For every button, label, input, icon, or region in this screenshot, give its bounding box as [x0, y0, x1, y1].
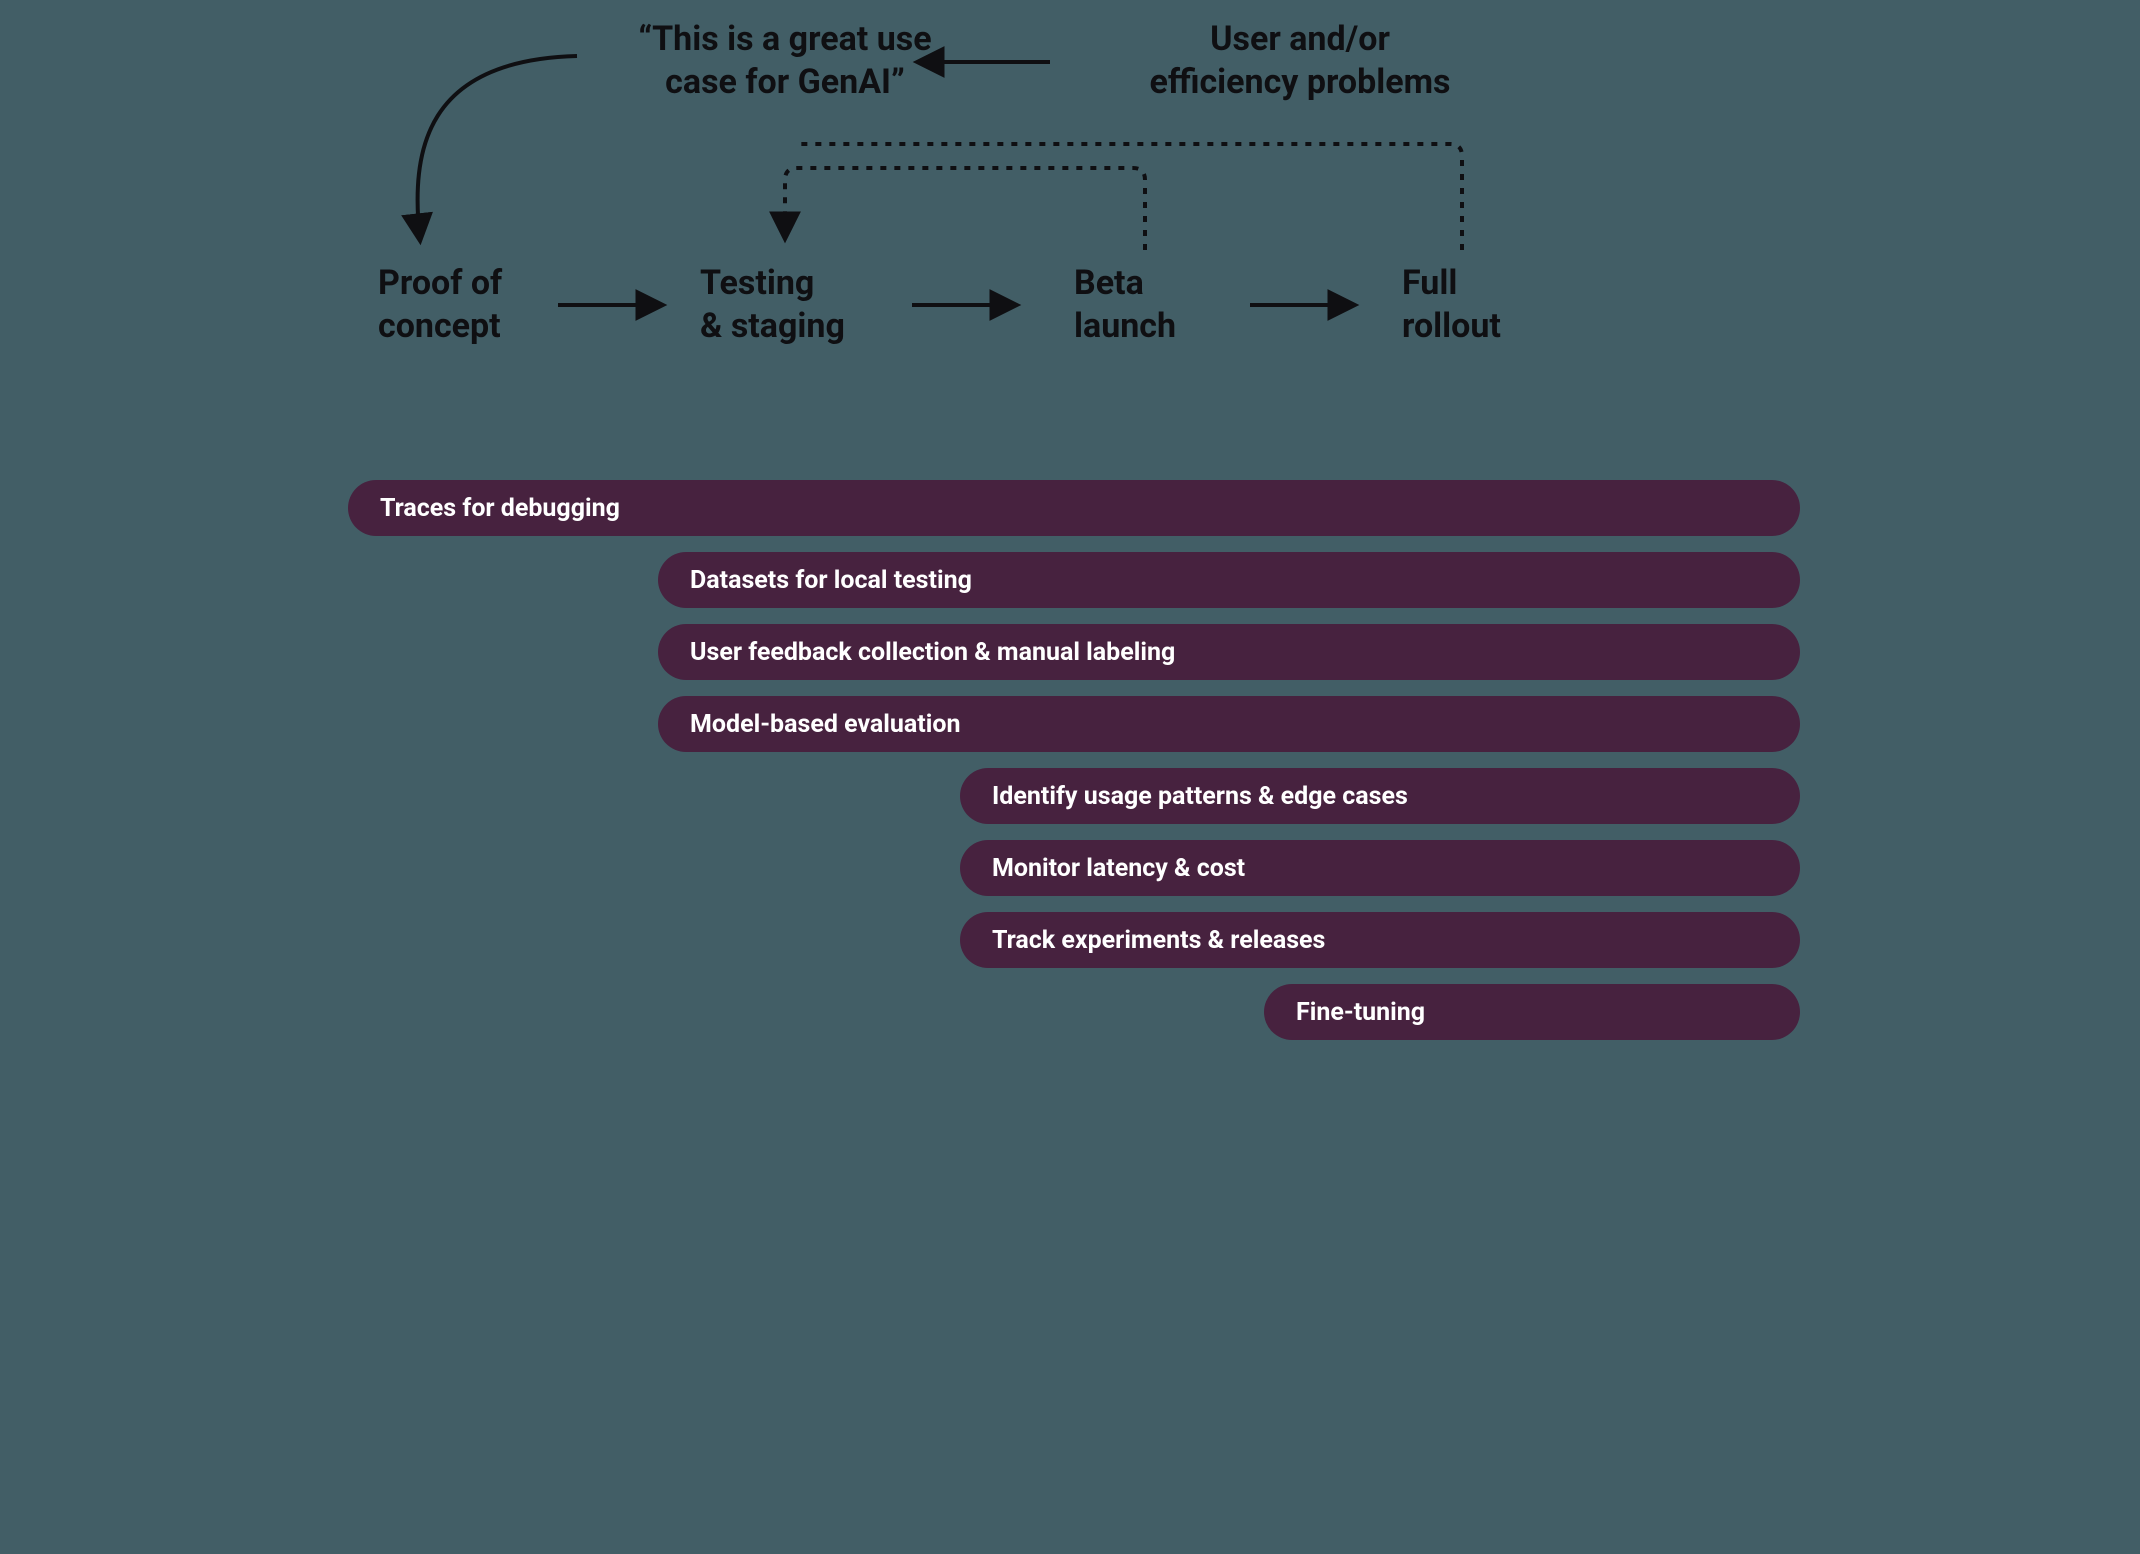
stage-beta-line1: Beta — [1074, 263, 1144, 303]
pill-traces: Traces for debugging — [348, 480, 1800, 536]
top-quote: “This is a great use case for GenAI” — [595, 18, 975, 103]
pill-label: User feedback collection & manual labeli… — [690, 638, 1175, 667]
pill-usage-patterns: Identify usage patterns & edge cases — [960, 768, 1800, 824]
stage-rollout-line1: Full — [1402, 263, 1457, 303]
pill-label: Fine-tuning — [1296, 998, 1425, 1027]
top-quote-line2: case for GenAI” — [665, 62, 905, 102]
pill-label: Model-based evaluation — [690, 710, 961, 739]
stage-poc-line2: concept — [378, 306, 501, 346]
stage-testing-line2: & staging — [700, 306, 845, 346]
pill-label: Datasets for local testing — [690, 566, 972, 595]
pill-user-feedback: User feedback collection & manual labeli… — [658, 624, 1800, 680]
pill-datasets: Datasets for local testing — [658, 552, 1800, 608]
top-problems-line2: efficiency problems — [1149, 62, 1450, 102]
stage-poc: Proof of concept — [378, 262, 502, 347]
pill-model-eval: Model-based evaluation — [658, 696, 1800, 752]
pill-track-experiments: Track experiments & releases — [960, 912, 1800, 968]
arrow-feedback-rollout-to-testing — [797, 144, 1462, 250]
pill-monitor-latency: Monitor latency & cost — [960, 840, 1800, 896]
stage-testing: Testing & staging — [700, 262, 845, 347]
top-problems-line1: User and/or — [1210, 19, 1390, 59]
pill-label: Traces for debugging — [380, 494, 620, 523]
pill-fine-tuning: Fine-tuning — [1264, 984, 1800, 1040]
arrow-feedback-beta-to-testing — [785, 168, 1145, 250]
arrow-quote-to-poc — [418, 56, 577, 240]
pill-label: Identify usage patterns & edge cases — [992, 782, 1408, 811]
arrow-overlay — [300, 0, 1840, 480]
stage-rollout: Full rollout — [1402, 262, 1501, 347]
pill-label: Track experiments & releases — [992, 926, 1325, 955]
top-problems: User and/or efficiency problems — [1100, 18, 1500, 103]
stage-beta: Beta launch — [1074, 262, 1176, 347]
top-quote-line1: “This is a great use — [638, 19, 931, 59]
stage-rollout-line2: rollout — [1402, 306, 1501, 346]
pill-label: Monitor latency & cost — [992, 854, 1245, 883]
stage-poc-line1: Proof of — [378, 263, 502, 303]
diagram-canvas: “This is a great use case for GenAI” Use… — [300, 0, 1840, 1120]
stage-beta-line2: launch — [1074, 306, 1176, 346]
stage-testing-line1: Testing — [700, 263, 814, 303]
